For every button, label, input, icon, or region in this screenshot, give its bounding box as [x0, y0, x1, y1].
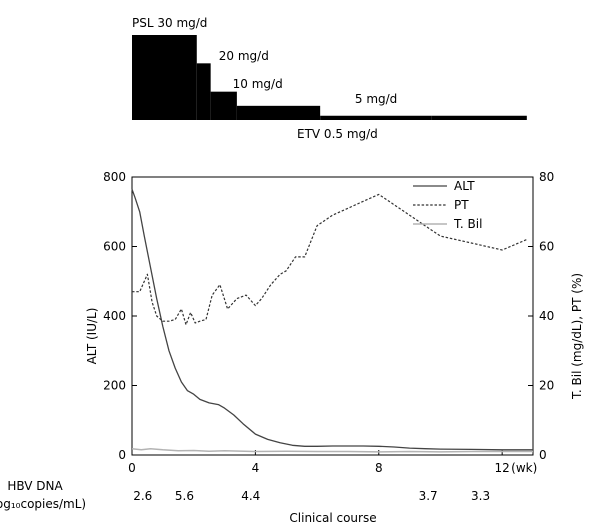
legend: ALT PT T. Bil — [413, 179, 482, 231]
x-tick-label-12: 12 — [495, 461, 510, 475]
alt-tick-label-800: 800 — [103, 170, 126, 184]
hbv-dna-row: HBV DNA (log₁₀copies/mL) 2.6 5.6 4.4 3.7 3.3 — [0, 479, 490, 511]
right-tick-label-40: 40 — [539, 309, 554, 323]
x-tick-label-8: 8 — [375, 461, 383, 475]
psl-step-1 — [196, 63, 211, 120]
right-axis-ticks: 0 20 40 60 80 — [528, 170, 554, 462]
hbv-dna-title: HBV DNA — [7, 479, 63, 493]
hbv-dna-value-1: 5.6 — [175, 489, 194, 503]
legend-label-tbil: T. Bil — [453, 217, 482, 231]
alt-axis-title: ALT (IU/L) — [85, 308, 99, 365]
x-axis-unit: (wk) — [511, 461, 537, 475]
psl-dose-steps — [132, 35, 432, 120]
right-tick-label-60: 60 — [539, 240, 554, 254]
series-layer — [131, 188, 533, 453]
lab-values-chart: 0 200 400 600 800 0 20 40 60 80 0 4 8 12 ALT (IU/L)… — [0, 170, 584, 525]
x-axis-title: Clinical course — [289, 511, 376, 525]
alt-tick-label-600: 600 — [103, 240, 126, 254]
psl-step-2 — [210, 91, 237, 120]
hbv-dna-value-0: 2.6 — [133, 489, 152, 503]
hbv-dna-value-4: 3.3 — [471, 489, 490, 503]
dosing-schedule: PSL 30 mg/d 20 mg/d 10 mg/d 5 mg/d ETV 0… — [132, 16, 527, 141]
etv-label: ETV 0.5 mg/d — [297, 127, 378, 141]
x-tick-label-0: 0 — [128, 461, 136, 475]
psl-label-5: 5 mg/d — [355, 92, 397, 106]
legend-label-pt: PT — [454, 198, 469, 212]
alt-tick-label-400: 400 — [103, 309, 126, 323]
alt-axis-ticks: 0 200 400 600 800 — [103, 170, 137, 462]
alt-tick-label-0: 0 — [118, 448, 126, 462]
hbv-dna-value-2: 4.4 — [241, 489, 260, 503]
series-line-pt — [132, 193, 528, 326]
psl-label-10: 10 mg/d — [233, 77, 283, 91]
hbv-dna-values: 2.6 5.6 4.4 3.7 3.3 — [133, 489, 490, 503]
right-axis-title: T. Bil (mg/dL), PT (%) — [570, 273, 584, 400]
right-tick-label-0: 0 — [539, 448, 547, 462]
hbv-dna-value-3: 3.7 — [419, 489, 438, 503]
right-tick-label-80: 80 — [539, 170, 554, 184]
psl-label-30: PSL 30 mg/d — [132, 16, 207, 30]
x-axis-ticks: 0 4 8 12 — [128, 450, 510, 475]
series-line-tbil — [131, 447, 533, 453]
psl-label-20: 20 mg/d — [219, 49, 269, 63]
right-tick-label-20: 20 — [539, 379, 554, 393]
legend-label-alt: ALT — [454, 179, 475, 193]
psl-step-3 — [236, 105, 321, 120]
x-tick-label-4: 4 — [252, 461, 260, 475]
series-line-alt — [131, 188, 533, 451]
alt-tick-label-200: 200 — [103, 379, 126, 393]
psl-step-4 — [320, 115, 432, 120]
hbv-dna-unit: (log₁₀copies/mL) — [0, 497, 86, 511]
etv-bar — [431, 115, 527, 120]
psl-step-0 — [132, 35, 197, 120]
